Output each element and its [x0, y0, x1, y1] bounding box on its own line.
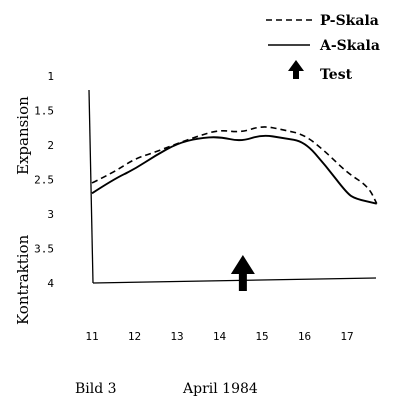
x-tick-label: 12 — [128, 330, 141, 343]
legend-arrow-icon — [288, 60, 304, 79]
x-tick-label: 15 — [255, 330, 268, 343]
legend-label-a-skala: A-Skala — [319, 38, 380, 54]
legend-label-test: Test — [320, 67, 353, 83]
y-tick-labels: 1 1.5 2 2.5 3 3.5 4 — [34, 70, 54, 290]
y-tick-label: 1.5 — [34, 105, 54, 118]
legend-label-p-skala: P-Skala — [320, 13, 379, 29]
x-tick-label: 17 — [340, 330, 353, 343]
x-tick-labels: 11 12 13 14 15 16 17 — [85, 330, 353, 343]
x-tick-label: 14 — [213, 330, 227, 343]
caption-figure-number: Bild 3 — [75, 381, 117, 397]
y-tick-label: 3 — [47, 208, 54, 221]
y-axis-title-expansion: Expansion — [14, 96, 32, 175]
y-tick-label: 3.5 — [34, 243, 54, 256]
series-line-a-skala — [91, 134, 377, 205]
legend: P-Skala A-Skala Test — [266, 13, 380, 83]
x-tick-label: 13 — [170, 330, 183, 343]
y-tick-label: 1 — [47, 70, 54, 83]
test-marker-arrow-icon — [230, 255, 255, 291]
caption-date: April 1984 — [182, 381, 258, 397]
x-tick-label: 16 — [298, 330, 311, 343]
y-tick-label: 2.5 — [34, 174, 54, 187]
series-layer — [91, 126, 378, 205]
x-tick-label: 11 — [85, 330, 98, 343]
y-axis-title-kontraktion: Kontraktion — [14, 234, 32, 325]
y-axis-line — [88, 89, 94, 284]
series-line-p-skala — [91, 126, 378, 205]
x-axis-line — [92, 277, 377, 284]
y-tick-label: 4 — [47, 277, 54, 290]
y-tick-label: 2 — [47, 139, 54, 152]
